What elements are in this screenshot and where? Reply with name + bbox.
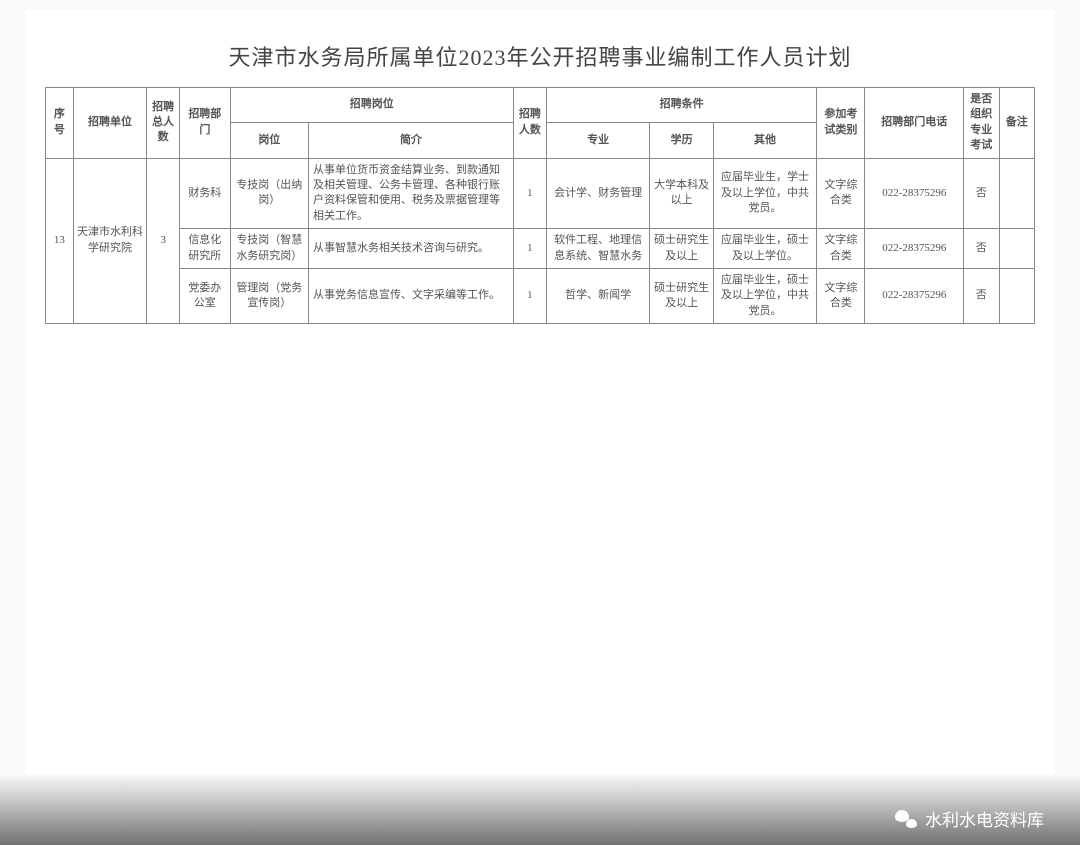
footer-text: 水利水电资料库 xyxy=(925,806,1044,831)
th-edu: 学历 xyxy=(650,123,713,158)
cell-exam-type: 文字综合类 xyxy=(817,268,865,323)
cell-count: 1 xyxy=(513,268,546,323)
cell-total: 3 xyxy=(147,158,180,324)
cell-position: 专技岗（出纳岗） xyxy=(230,158,308,229)
cell-prof-exam: 否 xyxy=(964,268,999,323)
cell-other: 应届毕业生，硕士及以上学位，中共党员。 xyxy=(713,268,817,323)
cell-position: 管理岗（党务宣传岗） xyxy=(230,268,308,323)
cell-note xyxy=(999,229,1035,269)
table-header: 序号 招聘单位 招聘总人数 招聘部门 招聘岗位 招聘人数 招聘条件 参加考试类别… xyxy=(46,88,1035,159)
cell-note xyxy=(999,158,1035,229)
cell-position: 专技岗（智慧水务研究岗） xyxy=(230,229,308,269)
th-prof-exam: 是否组织专业考试 xyxy=(964,88,999,159)
cell-exam-type: 文字综合类 xyxy=(817,229,865,269)
cell-major: 会计学、财务管理 xyxy=(546,158,650,229)
table-row: 党委办公室 管理岗（党务宣传岗） 从事党务信息宣传、文字采编等工作。 1 哲学、… xyxy=(46,268,1035,323)
th-desc: 简介 xyxy=(309,123,514,158)
cell-edu: 硕士研究生及以上 xyxy=(650,229,713,269)
th-count: 招聘人数 xyxy=(513,88,546,159)
th-seq: 序号 xyxy=(46,88,74,159)
cell-phone: 022-28375296 xyxy=(865,268,964,323)
cell-edu: 大学本科及以上 xyxy=(650,158,713,229)
cell-edu: 硕士研究生及以上 xyxy=(650,268,713,323)
cell-prof-exam: 否 xyxy=(964,158,999,229)
cell-count: 1 xyxy=(513,229,546,269)
cell-phone: 022-28375296 xyxy=(865,158,964,229)
cell-dept: 党委办公室 xyxy=(180,268,231,323)
cell-dept: 信息化研究所 xyxy=(180,229,231,269)
th-phone: 招聘部门电话 xyxy=(865,88,964,159)
footer-source: 水利水电资料库 xyxy=(895,806,1044,831)
cell-major: 软件工程、地理信息系统、智慧水务 xyxy=(546,229,650,269)
cell-desc: 从事党务信息宣传、文字采编等工作。 xyxy=(309,268,514,323)
th-unit: 招聘单位 xyxy=(73,88,146,159)
cell-dept: 财务科 xyxy=(180,158,231,229)
recruitment-table: 序号 招聘单位 招聘总人数 招聘部门 招聘岗位 招聘人数 招聘条件 参加考试类别… xyxy=(45,87,1035,324)
cell-count: 1 xyxy=(513,158,546,229)
th-position-group: 招聘岗位 xyxy=(230,88,513,123)
th-major: 专业 xyxy=(546,123,650,158)
wechat-icon xyxy=(895,810,917,828)
table-body: 13 天津市水利科学研究院 3 财务科 专技岗（出纳岗） 从事单位货币资金结算业… xyxy=(46,158,1035,324)
cell-desc: 从事单位货币资金结算业务、到款通知及相关管理、公务卡管理、各种银行账户资料保管和… xyxy=(309,158,514,229)
cell-other: 应届毕业生，学士及以上学位，中共党员。 xyxy=(713,158,817,229)
cell-other: 应届毕业生，硕士及以上学位。 xyxy=(713,229,817,269)
th-total: 招聘总人数 xyxy=(147,88,180,159)
cell-exam-type: 文字综合类 xyxy=(817,158,865,229)
cell-major: 哲学、新闻学 xyxy=(546,268,650,323)
document-page: 天津市水务局所属单位2023年公开招聘事业编制工作人员计划 序号 招聘单位 招聘… xyxy=(25,10,1055,774)
table-row: 13 天津市水利科学研究院 3 财务科 专技岗（出纳岗） 从事单位货币资金结算业… xyxy=(46,158,1035,229)
cell-unit: 天津市水利科学研究院 xyxy=(73,158,146,324)
page-title: 天津市水务局所属单位2023年公开招聘事业编制工作人员计划 xyxy=(45,40,1035,72)
cell-seq: 13 xyxy=(46,158,74,324)
table-row: 信息化研究所 专技岗（智慧水务研究岗） 从事智慧水务相关技术咨询与研究。 1 软… xyxy=(46,229,1035,269)
th-exam-type: 参加考试类别 xyxy=(817,88,865,159)
th-condition-group: 招聘条件 xyxy=(546,88,817,123)
th-other: 其他 xyxy=(713,123,817,158)
cell-desc: 从事智慧水务相关技术咨询与研究。 xyxy=(309,229,514,269)
th-dept: 招聘部门 xyxy=(180,88,231,159)
cell-prof-exam: 否 xyxy=(964,229,999,269)
th-position: 岗位 xyxy=(230,123,308,158)
cell-phone: 022-28375296 xyxy=(865,229,964,269)
cell-note xyxy=(999,268,1035,323)
th-note: 备注 xyxy=(999,88,1035,159)
